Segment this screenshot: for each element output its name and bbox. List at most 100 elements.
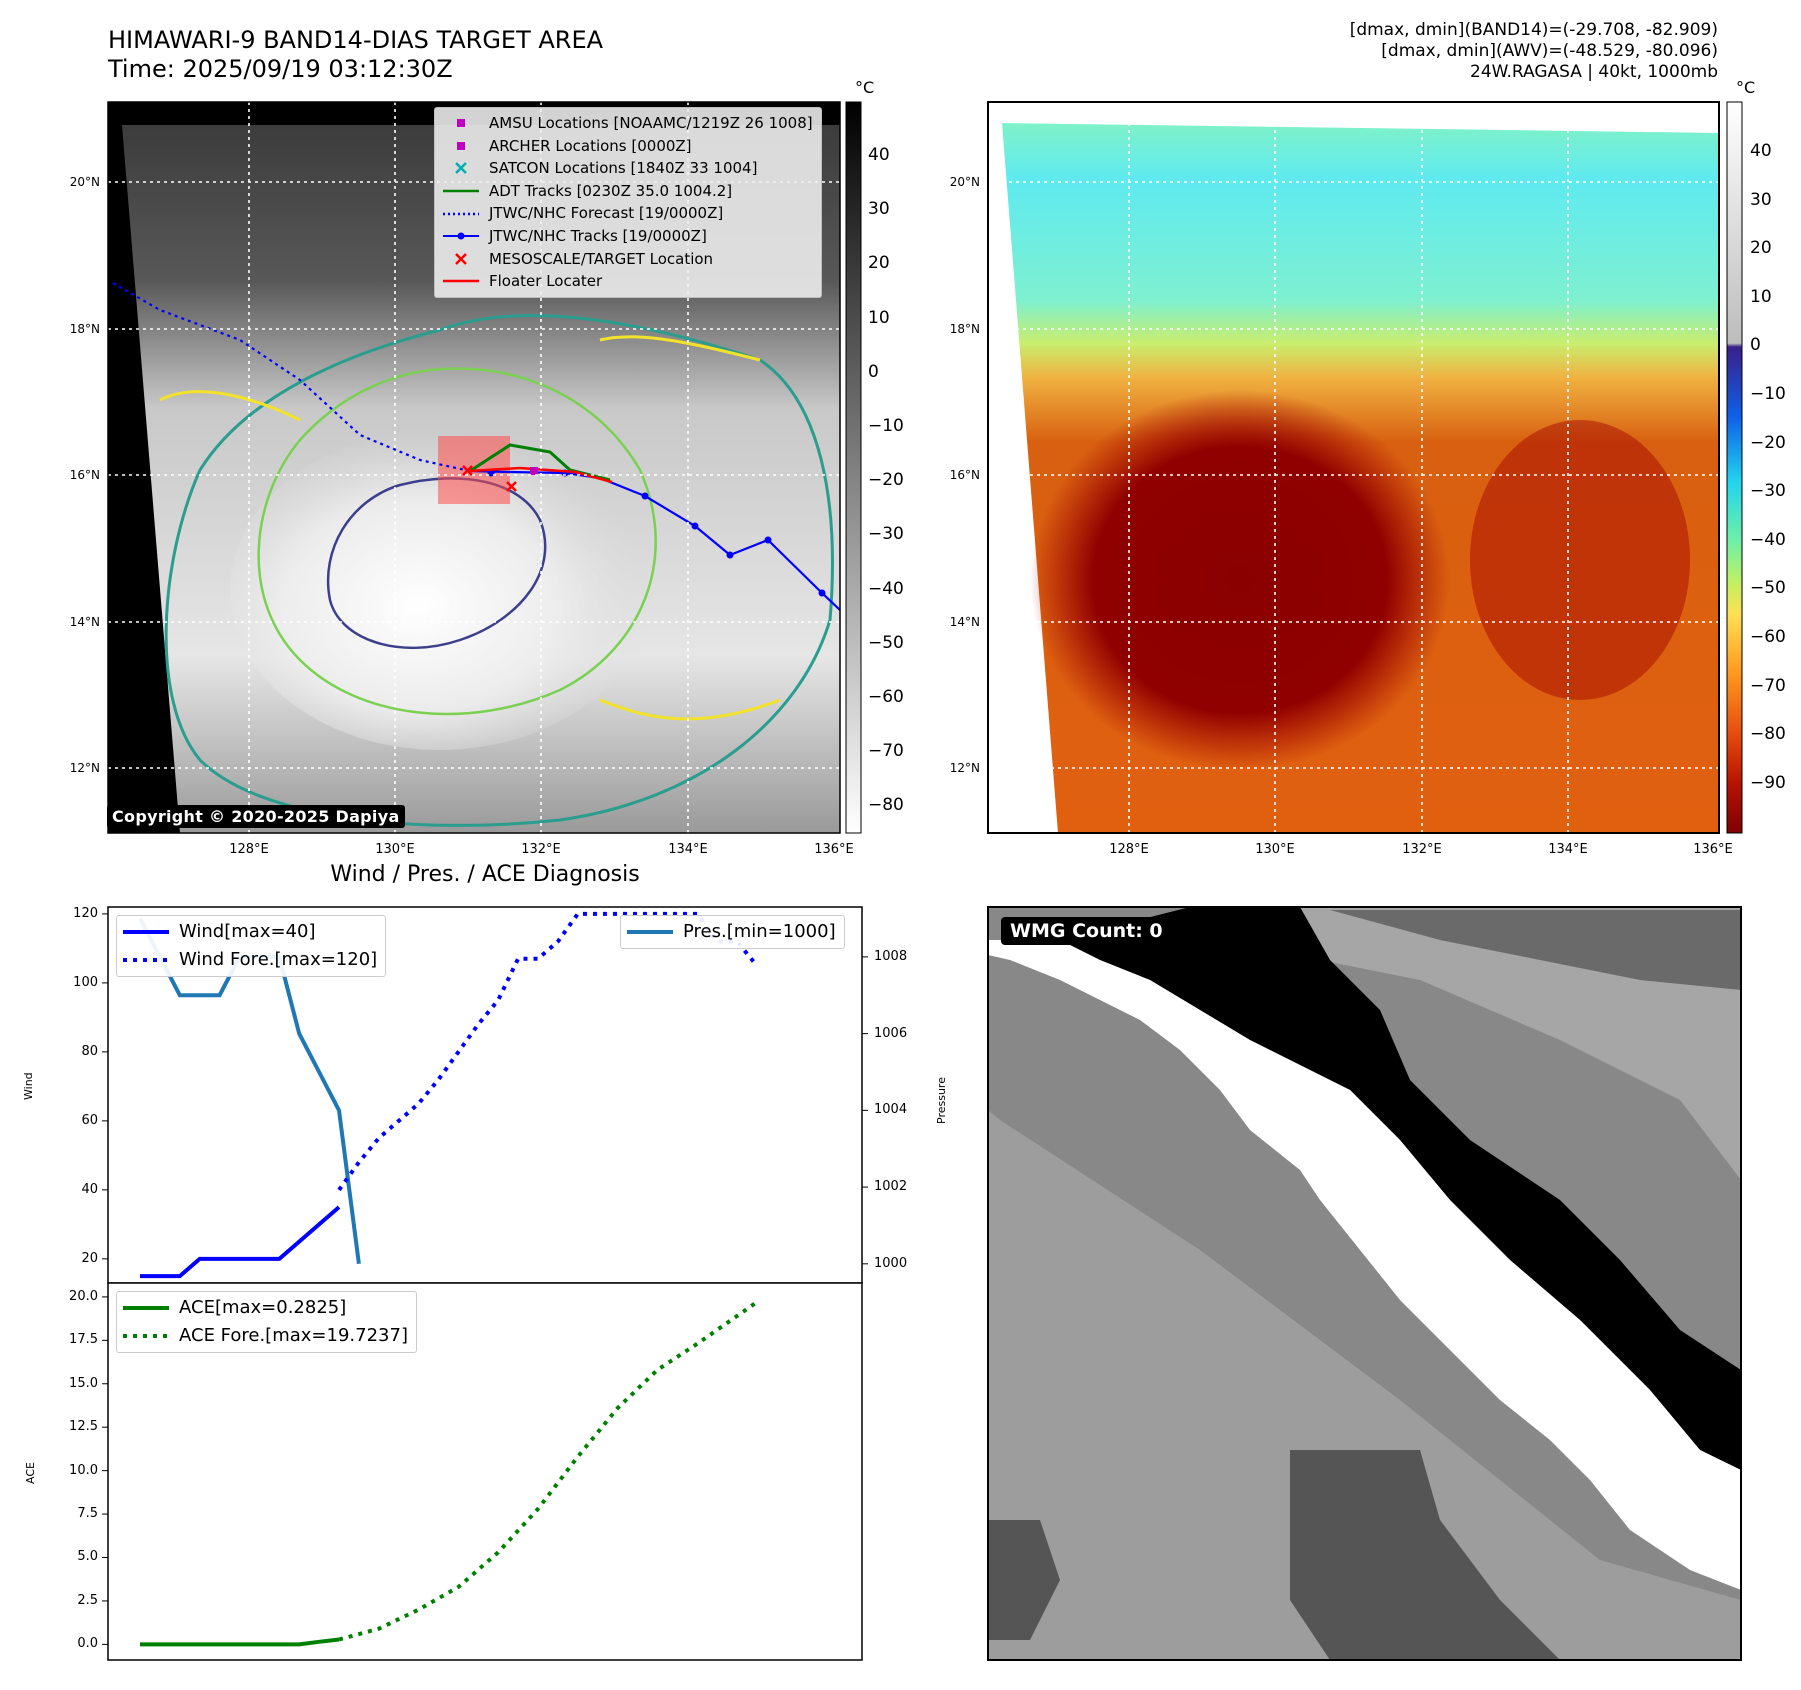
ace-plot	[102, 1296, 759, 1647]
ir-colorbar-tick: −80	[868, 795, 904, 816]
awv-colorbar-tick: 40	[1750, 141, 1772, 161]
wind-legend: Wind[max=40] Wind Fore.[max=120]	[116, 915, 387, 977]
diagnosis-panel	[102, 906, 868, 1661]
awv-colorbar-tick: −80	[1750, 724, 1786, 745]
ace-tick-label: 15.0	[69, 1375, 98, 1391]
map-legend: AMSU Locations [NOAAMC/1219Z 26 1008] ARC…	[434, 107, 822, 298]
wmg-dark-gray-region	[1330, 910, 1741, 990]
ace-tick-label: 17.5	[69, 1332, 98, 1348]
lon-tick-label-right: 130°E	[1255, 842, 1295, 857]
map-legend-label: MESOSCALE/TARGET Location	[489, 249, 714, 268]
map-legend-item: SATCON Locations [1840Z 33 1004]	[441, 157, 813, 180]
map-legend-label: SATCON Locations [1840Z 33 1004]	[489, 159, 758, 178]
awv-colorbar-tick: 0	[1750, 335, 1761, 356]
wmg-count-label: WMG Count: 0	[1001, 917, 1172, 945]
ir-colorbar-tick: −50	[868, 632, 904, 653]
diagnosis-title: Wind / Pres. / ACE Diagnosis	[330, 862, 640, 887]
map-legend-swatch	[441, 136, 481, 156]
wmg-frame	[987, 906, 1742, 1661]
ir-map-frame	[107, 101, 841, 834]
awv-map-panel	[987, 101, 1743, 834]
wind-axis-label: Wind	[22, 1072, 35, 1100]
pressure-tick-label: 1004	[874, 1102, 908, 1118]
forecast-track	[112, 282, 471, 473]
pres-legend-label: Pres.[min=1000]	[683, 921, 836, 942]
awv-colorbar	[1726, 101, 1743, 834]
lat-tick-label-right: 14°N	[949, 615, 980, 629]
ir-contour-warm	[159, 335, 781, 721]
lat-tick-label-left: 14°N	[69, 615, 100, 629]
ir-colorbar-tick: 40	[868, 145, 890, 165]
ace-tick-label: 0.0	[77, 1636, 98, 1652]
pressure-legend: Pres.[min=1000]	[620, 915, 845, 949]
awv-colorbar-tick: −30	[1750, 481, 1786, 502]
title-line-1: HIMAWARI-9 BAND14-DIAS TARGET AREA	[108, 26, 604, 54]
ir-cold-cloud	[230, 430, 650, 750]
map-legend-item: AMSU Locations [NOAAMC/1219Z 26 1008]	[441, 112, 813, 135]
figure-title: HIMAWARI-9 BAND14-DIAS TARGET AREA Time:…	[108, 26, 603, 84]
map-legend-item: ARCHER Locations [0000Z]	[441, 135, 813, 158]
ace-legend: ACE[max=0.2825] ACE Fore.[max=19.7237]	[116, 1291, 417, 1353]
wmg-light-gray-region	[1200, 907, 1741, 1180]
lon-tick-label-left: 130°E	[375, 842, 415, 857]
ir-colorbar-tick: −20	[868, 470, 904, 491]
pressure-tick-label: 1000	[874, 1255, 908, 1271]
lat-tick-label-left: 12°N	[69, 761, 100, 775]
map-legend-swatch	[441, 113, 481, 133]
pressure-axis-label: Pressure	[935, 1077, 948, 1124]
wind-line	[140, 1205, 341, 1279]
amsu-marker	[530, 467, 538, 475]
wind-legend-label: Wind[max=40]	[179, 921, 316, 942]
ace-tick-label: 10.0	[69, 1462, 98, 1478]
wind-fore-legend-swatch	[123, 949, 169, 971]
lat-tick-label-right: 12°N	[949, 761, 980, 775]
ir-colorbar-tick: 20	[868, 253, 890, 274]
ir-colorbar-tick: −70	[868, 741, 904, 762]
map-legend-label: ADT Tracks [0230Z 35.0 1004.2]	[489, 181, 733, 200]
ace-forecast-line	[338, 1300, 759, 1642]
ace-tick-label: 20.0	[69, 1288, 98, 1304]
map-legend-item: Floater Locater	[441, 270, 813, 293]
map-legend-swatch	[441, 181, 481, 201]
wmg-dark-cluster	[1290, 1450, 1560, 1660]
awv-cold-band	[1470, 420, 1690, 700]
lat-tick-label-right: 20°N	[949, 175, 980, 189]
lon-tick-label-left: 134°E	[668, 842, 708, 857]
ace-tick-label: 7.5	[77, 1506, 98, 1522]
map-legend-swatch	[441, 158, 481, 178]
map-legend-swatch	[441, 204, 481, 224]
wmg-black-band	[1060, 907, 1741, 1470]
ace-tick-label: 2.5	[77, 1592, 98, 1608]
awv-gridlines	[988, 102, 1719, 833]
map-legend-label: Floater Locater	[489, 272, 603, 291]
ace-legend-label: ACE[max=0.2825]	[179, 1297, 347, 1318]
lat-tick-label-left: 18°N	[69, 322, 100, 336]
lon-tick-label-left: 128°E	[229, 842, 269, 857]
target-location-markers	[462, 465, 517, 492]
awv-map-frame	[987, 101, 1720, 834]
best-track-points	[487, 469, 826, 597]
ace-legend-swatch	[123, 1297, 169, 1319]
wind-fore-legend-label: Wind Fore.[max=120]	[179, 949, 378, 970]
awv-colorbar-tick: 30	[1750, 189, 1772, 210]
awv-colorbar-tick: −20	[1750, 432, 1786, 453]
ir-colorbar-unit: °C	[855, 78, 875, 97]
map-legend-swatch	[441, 249, 481, 269]
pressure-tick-label: 1002	[874, 1179, 908, 1195]
awv-colorbar-tick: −60	[1750, 627, 1786, 647]
awv-colorbar-tick: −10	[1750, 384, 1786, 404]
map-legend-swatch	[441, 226, 481, 246]
ir-contour-inner	[326, 477, 547, 649]
map-legend-label: JTWC/NHC Tracks [19/0000Z]	[489, 226, 707, 245]
ace-axis-label: ACE	[24, 1462, 37, 1484]
ir-colorbar-tick: 10	[868, 307, 890, 328]
wind-tick-label: 120	[73, 905, 98, 921]
ace-tick-label: 12.5	[69, 1419, 98, 1435]
awv-colorbar-tick: 20	[1750, 238, 1772, 259]
wind-tick-label: 20	[81, 1250, 98, 1266]
awv-colorbar-tick: −40	[1750, 529, 1786, 550]
awv-colorbar-tick: −70	[1750, 675, 1786, 696]
info-line-1: [dmax, dmin](BAND14)=(-29.708, -82.909)	[1349, 20, 1718, 40]
lon-tick-label-right: 128°E	[1109, 842, 1149, 857]
map-legend-label: JTWC/NHC Forecast [19/0000Z]	[489, 204, 724, 223]
